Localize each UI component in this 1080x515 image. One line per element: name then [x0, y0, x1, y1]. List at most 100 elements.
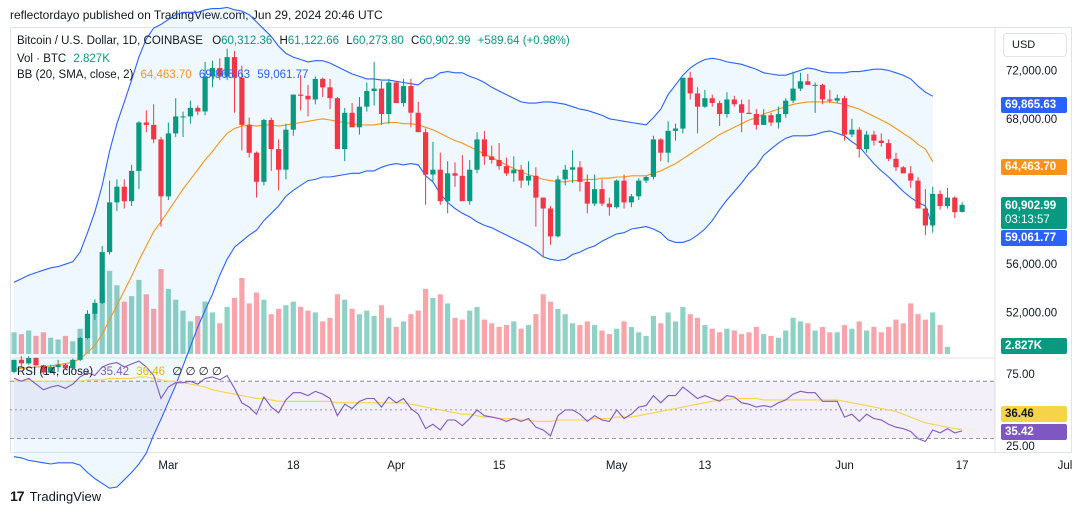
- candle-body: [680, 77, 686, 129]
- candle-body: [628, 196, 634, 203]
- candle-body: [459, 175, 465, 202]
- candle-body: [731, 99, 737, 105]
- candle-body: [378, 88, 385, 114]
- candle-body: [503, 166, 509, 174]
- volume-bar: [99, 290, 105, 354]
- chart-frame: [10, 27, 1072, 453]
- rsi-ma-value: 36.46: [136, 366, 166, 378]
- change-value: +589.64 (+0.98%): [477, 35, 570, 47]
- volume-bar: [694, 317, 701, 354]
- rsi-label[interactable]: RSI (14, close): [17, 366, 94, 378]
- rsi-ma-line: [14, 376, 963, 430]
- volume-bar: [915, 314, 921, 354]
- bb-label[interactable]: BB (20, SMA, close, 2): [17, 69, 134, 81]
- candle-body: [900, 167, 906, 174]
- rsi-legend: RSI (14, close) 35.42 36.46 ∅ ∅ ∅ ∅: [17, 364, 226, 378]
- rsi-tag: 35.42: [1001, 424, 1067, 440]
- rsi-extra-values: ∅ ∅ ∅ ∅: [172, 366, 222, 378]
- volume-bar: [761, 334, 767, 354]
- candle-body: [48, 367, 54, 373]
- volume-bar: [864, 330, 870, 354]
- candle-body: [445, 173, 451, 202]
- candle-body: [746, 112, 752, 114]
- currency-button[interactable]: USD: [1003, 33, 1067, 57]
- time-axis-label: Apr: [387, 460, 405, 472]
- volume-bar: [746, 332, 752, 354]
- volume-bar: [540, 294, 546, 354]
- volume-bar: [562, 314, 568, 354]
- bb-basis-tag: 64,463.70: [1001, 159, 1067, 175]
- volume-bar: [423, 288, 429, 354]
- volume-bar: [386, 317, 392, 354]
- candle-body: [665, 130, 671, 153]
- volume-bar: [900, 323, 906, 354]
- volume-bar: [621, 321, 627, 354]
- candle-body: [878, 140, 884, 143]
- volume-bar: [496, 326, 502, 354]
- candle-body: [621, 180, 627, 203]
- candle-body: [55, 364, 61, 368]
- volume-bar: [246, 303, 252, 354]
- volume-bar: [209, 312, 215, 354]
- time-axis-label: Jul: [1058, 460, 1073, 472]
- volume-tag: 2.827K: [1001, 338, 1067, 354]
- volume-bar: [592, 325, 598, 354]
- candle-body: [11, 359, 17, 372]
- bb-basis-value: 64,463.70: [140, 69, 192, 81]
- candle-body: [107, 202, 113, 253]
- volume-bar: [805, 323, 811, 354]
- volume-bar: [187, 321, 193, 354]
- time-axis-label: 18: [287, 460, 300, 472]
- volume-bar: [349, 308, 355, 354]
- candle-body: [886, 143, 892, 159]
- volume-bar: [55, 339, 61, 354]
- volume-bar: [342, 299, 348, 354]
- volume-bar: [459, 319, 465, 354]
- volume-bar: [731, 330, 737, 354]
- bb-basis-line: [13, 101, 934, 371]
- volume-bar: [320, 321, 326, 354]
- candle-body: [92, 302, 98, 314]
- volume-bar: [231, 297, 238, 354]
- volume-bar: [393, 326, 399, 354]
- candle-body: [805, 81, 811, 85]
- time-axis-label: Mar: [158, 460, 178, 472]
- candle-body: [180, 116, 186, 118]
- tradingview-logo[interactable]: 17 TradingView: [10, 488, 101, 504]
- volume-bar: [518, 328, 524, 354]
- volume-bar: [643, 335, 649, 354]
- volume-bar: [136, 279, 142, 354]
- symbol-name[interactable]: Bitcoin / U.S. Dollar, 1D, COINBASE: [17, 35, 203, 47]
- candle-body: [143, 122, 149, 125]
- candle-body: [312, 78, 318, 100]
- volume-bar: [129, 296, 135, 354]
- candle-body: [915, 180, 921, 209]
- volume-label[interactable]: Vol · BTC: [17, 53, 67, 65]
- volume-bar: [856, 321, 862, 354]
- volume-bar: [525, 325, 532, 354]
- candle-body: [246, 124, 252, 153]
- volume-bar: [886, 326, 892, 354]
- candle-body: [768, 115, 774, 123]
- candle-body: [599, 189, 605, 204]
- candle-body: [584, 181, 590, 204]
- volume-bar: [636, 332, 642, 354]
- volume-legend: Vol · BTC 2.827K: [17, 53, 114, 65]
- candle-body: [739, 104, 745, 113]
- volume-bar: [672, 321, 679, 354]
- volume-bar: [430, 297, 436, 354]
- candle-body: [386, 82, 392, 114]
- candle-body: [136, 122, 142, 171]
- close-value: 60,902.99: [419, 35, 471, 47]
- volume-value: 2.827K: [73, 53, 110, 65]
- price-axis-label: 68,000.00: [1006, 114, 1057, 126]
- open-value: 60,312.36: [221, 35, 273, 47]
- candle-body: [643, 177, 649, 181]
- candle-body: [173, 116, 179, 134]
- candle-body: [209, 68, 215, 77]
- candle-body: [930, 193, 936, 226]
- candle-body: [533, 175, 539, 198]
- candle-body: [371, 88, 377, 91]
- candle-body: [496, 160, 502, 167]
